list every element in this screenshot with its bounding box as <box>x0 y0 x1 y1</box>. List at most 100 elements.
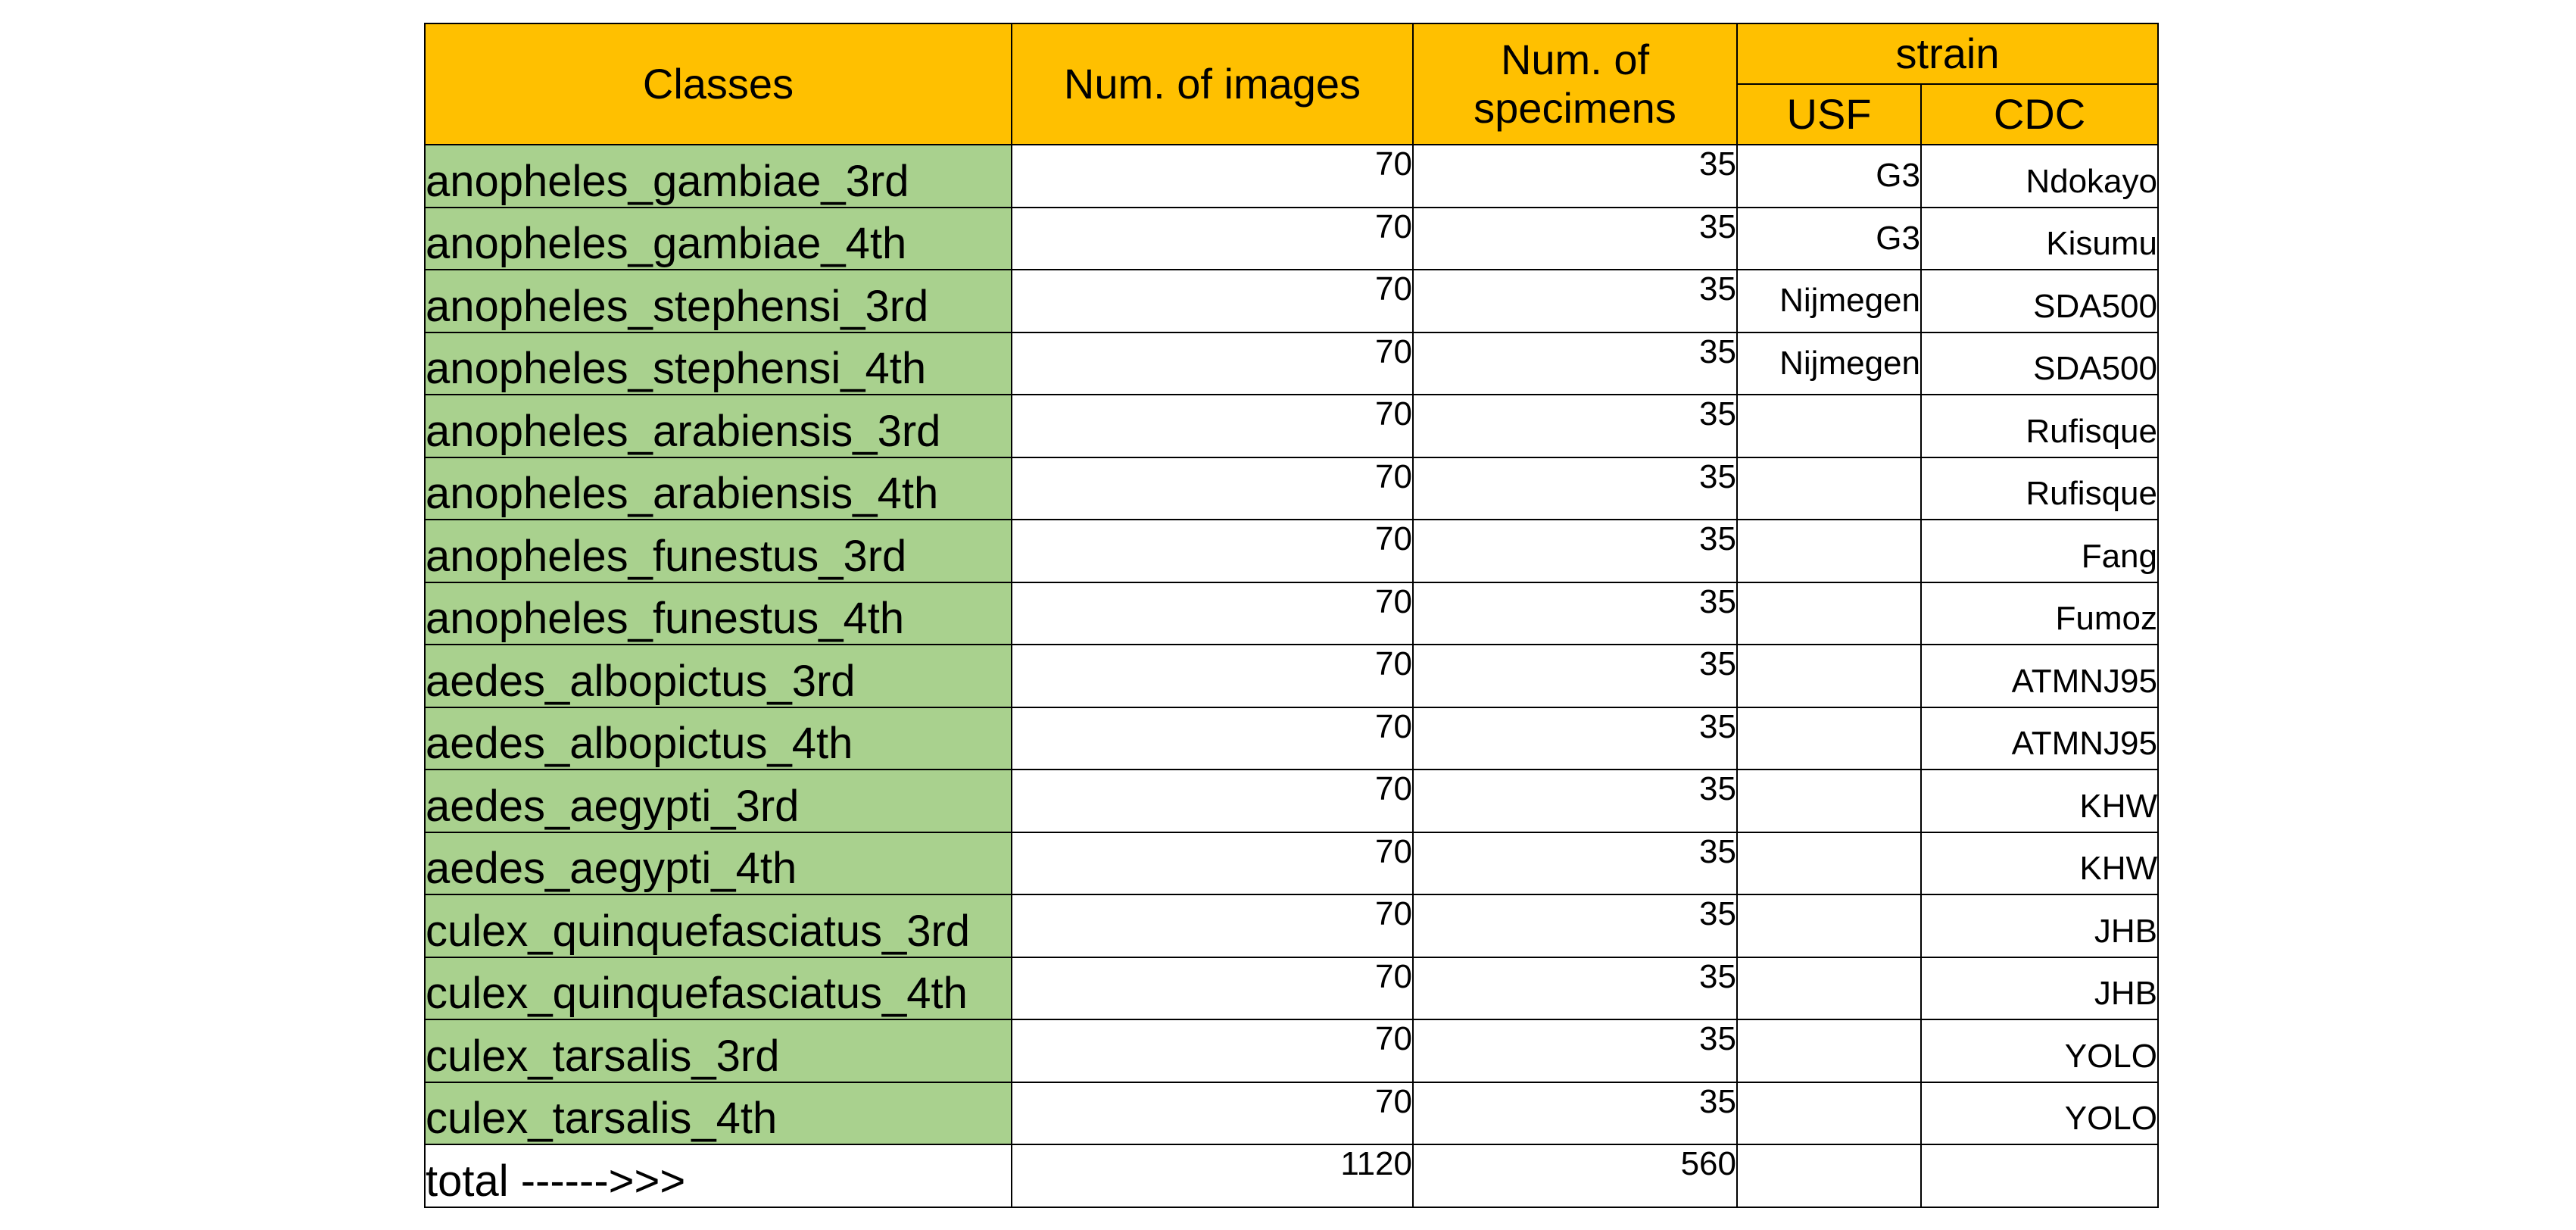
cdc-strain-cell: YOLO <box>1920 1081 2159 1145</box>
specimens-cell: 35 <box>1412 894 1738 958</box>
specimens-cell: 35 <box>1412 769 1738 833</box>
table-row: anopheles_stephensi_3rd 70 35 Nijmegen SDA50… <box>424 269 2159 333</box>
header-cdc: CDC <box>1920 83 2159 145</box>
usf-strain-cell <box>1736 644 1922 708</box>
table-row: anopheles_arabiensis_4th 70 35 Rufisque <box>424 456 2159 520</box>
usf-strain-cell: Nijmegen <box>1736 269 1922 333</box>
class-cell: anopheles_stephensi_3rd <box>424 269 1012 333</box>
usf-strain-cell <box>1736 956 1922 1020</box>
header-usf: USF <box>1736 83 1922 145</box>
table-row: anopheles_gambiae_4th 70 35 G3 Kisumu <box>424 206 2159 270</box>
usf-strain-cell: Nijmegen <box>1736 331 1922 395</box>
specimens-cell: 35 <box>1412 1081 1738 1145</box>
images-cell: 70 <box>1011 394 1414 458</box>
strain-summary-table: Classes Num. of images Num. of specimens… <box>424 23 2159 1208</box>
table-row: aedes_aegypti_4th 70 35 KHW <box>424 831 2159 895</box>
cdc-strain-cell: KHW <box>1920 769 2159 833</box>
total-specimens: 560 <box>1412 1144 1738 1208</box>
cdc-strain-cell: YOLO <box>1920 1019 2159 1083</box>
table-row: anopheles_funestus_4th 70 35 Fumoz <box>424 581 2159 645</box>
class-cell: anopheles_arabiensis_3rd <box>424 394 1012 458</box>
total-cdc-cell <box>1920 1144 2159 1208</box>
usf-strain-cell <box>1736 456 1922 520</box>
class-cell: anopheles_stephensi_4th <box>424 331 1012 395</box>
images-cell: 70 <box>1011 581 1414 645</box>
cdc-strain-cell: ATMNJ95 <box>1920 644 2159 708</box>
images-cell: 70 <box>1011 956 1414 1020</box>
cdc-strain-cell: KHW <box>1920 831 2159 895</box>
specimens-cell: 35 <box>1412 706 1738 770</box>
specimens-cell: 35 <box>1412 144 1738 208</box>
usf-strain-cell <box>1736 894 1922 958</box>
table-row: culex_tarsalis_3rd 70 35 YOLO <box>424 1019 2159 1083</box>
table-row: aedes_albopictus_3rd 70 35 ATMNJ95 <box>424 644 2159 708</box>
class-cell: culex_tarsalis_3rd <box>424 1019 1012 1083</box>
specimens-cell: 35 <box>1412 456 1738 520</box>
table-row: anopheles_gambiae_3rd 70 35 G3 Ndokayo <box>424 144 2159 208</box>
total-images: 1120 <box>1011 1144 1414 1208</box>
images-cell: 70 <box>1011 1019 1414 1083</box>
class-cell: culex_quinquefasciatus_3rd <box>424 894 1012 958</box>
total-row: total ------>>> 1120 560 <box>424 1144 2159 1208</box>
class-cell: anopheles_funestus_3rd <box>424 519 1012 583</box>
cdc-strain-cell: Fang <box>1920 519 2159 583</box>
class-cell: anopheles_gambiae_3rd <box>424 144 1012 208</box>
table-row: anopheles_stephensi_4th 70 35 Nijmegen SDA50… <box>424 331 2159 395</box>
images-cell: 70 <box>1011 456 1414 520</box>
images-cell: 70 <box>1011 206 1414 270</box>
images-cell: 70 <box>1011 1081 1414 1145</box>
specimens-cell: 35 <box>1412 394 1738 458</box>
usf-strain-cell <box>1736 394 1922 458</box>
class-cell: culex_quinquefasciatus_4th <box>424 956 1012 1020</box>
table-row: aedes_aegypti_3rd 70 35 KHW <box>424 769 2159 833</box>
class-cell: aedes_albopictus_4th <box>424 706 1012 770</box>
table-row: culex_quinquefasciatus_3rd 70 35 JHB <box>424 894 2159 958</box>
class-cell: culex_tarsalis_4th <box>424 1081 1012 1145</box>
header-subrow: USF CDC <box>425 83 2159 145</box>
usf-strain-cell <box>1736 1019 1922 1083</box>
class-cell: anopheles_funestus_4th <box>424 581 1012 645</box>
images-cell: 70 <box>1011 144 1414 208</box>
specimens-cell: 35 <box>1412 956 1738 1020</box>
table-row: culex_tarsalis_4th 70 35 YOLO <box>424 1081 2159 1145</box>
class-cell: aedes_albopictus_3rd <box>424 644 1012 708</box>
specimens-cell: 35 <box>1412 831 1738 895</box>
specimens-cell: 35 <box>1412 519 1738 583</box>
usf-strain-cell <box>1736 831 1922 895</box>
usf-strain-cell <box>1736 581 1922 645</box>
cdc-strain-cell: Fumoz <box>1920 581 2159 645</box>
cdc-strain-cell: ATMNJ95 <box>1920 706 2159 770</box>
images-cell: 70 <box>1011 831 1414 895</box>
specimens-cell: 35 <box>1412 581 1738 645</box>
header-classes: Classes <box>424 23 1012 145</box>
specimens-cell: 35 <box>1412 269 1738 333</box>
specimens-cell: 35 <box>1412 331 1738 395</box>
class-cell: anopheles_arabiensis_4th <box>424 456 1012 520</box>
cdc-strain-cell: SDA500 <box>1920 331 2159 395</box>
usf-strain-cell <box>1736 706 1922 770</box>
images-cell: 70 <box>1011 706 1414 770</box>
cdc-strain-cell: SDA500 <box>1920 269 2159 333</box>
header-row: Classes Num. of images Num. of specimens… <box>424 23 2159 145</box>
images-cell: 70 <box>1011 894 1414 958</box>
usf-strain-cell: G3 <box>1736 144 1922 208</box>
usf-strain-cell <box>1736 769 1922 833</box>
cdc-strain-cell: Kisumu <box>1920 206 2159 270</box>
usf-strain-cell: G3 <box>1736 206 1922 270</box>
usf-strain-cell <box>1736 519 1922 583</box>
table-row: anopheles_funestus_3rd 70 35 Fang <box>424 519 2159 583</box>
cdc-strain-cell: JHB <box>1920 956 2159 1020</box>
class-cell: aedes_aegypti_4th <box>424 831 1012 895</box>
cdc-strain-cell: JHB <box>1920 894 2159 958</box>
cdc-strain-cell: Ndokayo <box>1920 144 2159 208</box>
header-num-images: Num. of images <box>1011 23 1414 145</box>
usf-strain-cell <box>1736 1081 1922 1145</box>
class-cell: aedes_aegypti_3rd <box>424 769 1012 833</box>
images-cell: 70 <box>1011 519 1414 583</box>
images-cell: 70 <box>1011 769 1414 833</box>
class-cell: anopheles_gambiae_4th <box>424 206 1012 270</box>
table-body: anopheles_gambiae_3rd 70 35 G3 Ndokayo anophe… <box>424 144 2159 1145</box>
specimens-cell: 35 <box>1412 644 1738 708</box>
header-strain: strain <box>1736 23 2159 85</box>
table-row: aedes_albopictus_4th 70 35 ATMNJ95 <box>424 706 2159 770</box>
